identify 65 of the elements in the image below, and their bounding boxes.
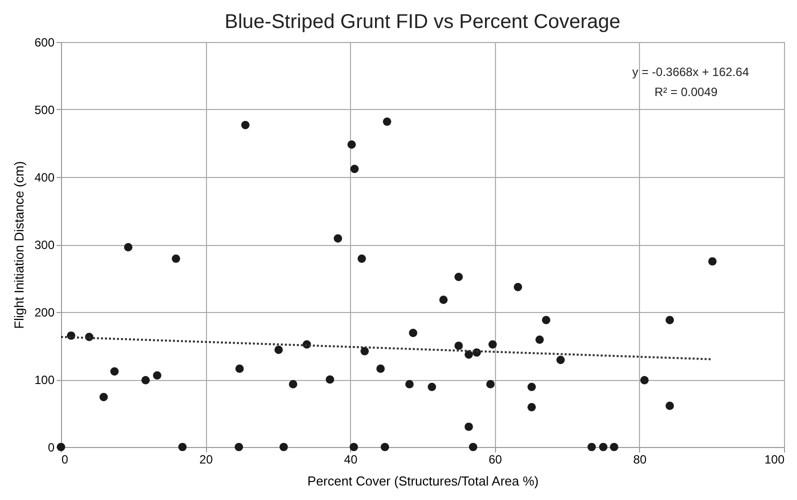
point (514, 282, 522, 292)
x-tick-label: 0 (62, 452, 68, 466)
point (454, 342, 463, 350)
point (235, 364, 244, 373)
point (666, 316, 674, 324)
point (486, 380, 495, 388)
x-tick-label: 100 (764, 452, 785, 466)
point (376, 364, 385, 373)
y-tick-label: 0 (48, 440, 55, 454)
chart-title: Blue-Striped Grunt FID vs Percent Coverage (224, 11, 620, 33)
point (347, 140, 356, 149)
point (640, 376, 649, 384)
x-tick-label: 40 (344, 452, 358, 466)
point (708, 257, 717, 266)
point (172, 254, 180, 263)
y-tick-label: 300 (34, 238, 55, 252)
point (358, 254, 366, 263)
y-tick-label: 400 (34, 170, 55, 184)
point (599, 442, 608, 452)
point (334, 234, 342, 243)
point (408, 328, 418, 338)
point (124, 243, 132, 252)
point (326, 375, 334, 384)
point (428, 382, 436, 392)
x-tick-label: 60 (488, 452, 502, 466)
annotation: R² = 0.0049 (654, 85, 718, 99)
x-tick-label: 80 (633, 452, 647, 466)
point (468, 442, 478, 452)
y-tick-label: 500 (34, 103, 55, 117)
point (527, 403, 536, 412)
y-tick-label: 200 (34, 306, 55, 320)
point (488, 340, 497, 349)
point (666, 402, 674, 410)
point (274, 346, 283, 354)
point (288, 380, 298, 388)
x-tick-label: 20 (199, 452, 214, 466)
point (360, 346, 369, 356)
point (350, 442, 358, 452)
point (382, 117, 392, 126)
point (439, 296, 448, 304)
point (178, 442, 187, 452)
y-axis-title: Flight Initiation Distance (cm) (11, 161, 26, 329)
point (535, 336, 544, 344)
point (152, 371, 162, 380)
point (241, 120, 250, 130)
point (454, 272, 463, 282)
point (234, 442, 244, 452)
point (610, 442, 618, 452)
point (405, 380, 414, 388)
point (588, 442, 596, 452)
point (464, 350, 473, 359)
point (527, 382, 536, 392)
point (110, 367, 119, 376)
y-tick-label: 100 (34, 373, 55, 387)
y-tick-label: 600 (34, 36, 55, 50)
point (350, 164, 359, 174)
point (380, 442, 390, 452)
point (280, 442, 288, 452)
point (542, 316, 550, 324)
point (464, 422, 473, 431)
x-axis-title: Percent Cover (Structures/Total Area %) (307, 474, 539, 488)
point (556, 356, 565, 364)
point (99, 392, 108, 402)
point (141, 376, 150, 384)
annotation: y = -0.3668x + 162.64 (632, 65, 750, 79)
